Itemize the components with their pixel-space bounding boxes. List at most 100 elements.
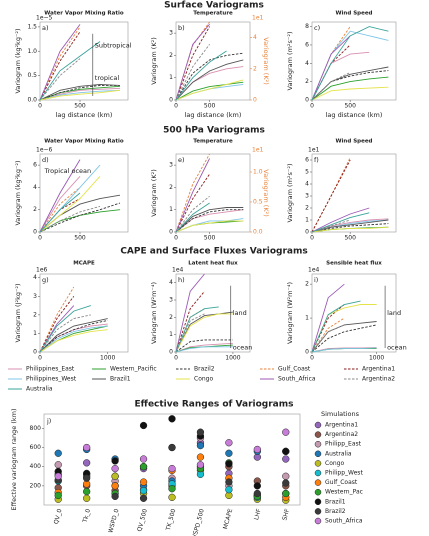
legend-marker bbox=[314, 460, 322, 467]
axis-scale: 1e4 bbox=[172, 267, 184, 274]
y-tick-label: 0 bbox=[33, 229, 37, 236]
plot-frame bbox=[311, 273, 397, 353]
y-tick-label: 4 bbox=[305, 181, 309, 188]
variogram-line bbox=[311, 30, 389, 101]
variogram-line bbox=[311, 324, 377, 353]
variogram-line bbox=[39, 89, 121, 101]
range-point bbox=[168, 443, 176, 452]
axis-scale: 1e−5 bbox=[36, 15, 53, 22]
y2-tick-label: 2 bbox=[253, 65, 257, 72]
plot-frame bbox=[175, 21, 251, 101]
plot-frame bbox=[175, 153, 251, 233]
legend-label: Gulf_Coast bbox=[325, 479, 358, 486]
x-tick-label: SHF bbox=[281, 508, 291, 522]
variogram-line bbox=[311, 304, 345, 353]
x-tick-label: 0 bbox=[310, 235, 314, 242]
range-point bbox=[83, 474, 91, 482]
y-tick-label: 0 bbox=[33, 349, 37, 356]
y-tick-label: 0 bbox=[169, 349, 173, 356]
axis-scale: 1e1 bbox=[308, 147, 320, 154]
x-tick-label: 1000 bbox=[100, 355, 115, 362]
legend-label: South_Africa bbox=[278, 376, 316, 383]
variogram-line bbox=[39, 83, 121, 101]
variogram-line bbox=[311, 72, 351, 101]
range-point bbox=[83, 494, 91, 502]
y-tick-label: 600 bbox=[30, 444, 42, 451]
legend-marker bbox=[314, 450, 322, 458]
variogram-line bbox=[175, 291, 205, 353]
variogram-line bbox=[311, 159, 351, 233]
range-point bbox=[196, 453, 205, 461]
variogram-line bbox=[311, 35, 351, 101]
variogram-line bbox=[175, 273, 205, 353]
variogram-line bbox=[39, 41, 101, 101]
range-point bbox=[282, 447, 290, 456]
variogram-line bbox=[175, 339, 233, 353]
variogram-line bbox=[175, 153, 210, 233]
x-tick-label: 0 bbox=[310, 103, 314, 110]
variogram-line bbox=[39, 329, 108, 353]
plot-frame bbox=[39, 153, 129, 233]
y2-axis-scale: 1e1 bbox=[252, 147, 264, 154]
range-point bbox=[282, 472, 290, 480]
variogram-line bbox=[311, 26, 389, 101]
y-tick-label: 2 bbox=[305, 281, 309, 288]
variogram-line bbox=[39, 58, 81, 101]
plot-frame bbox=[311, 21, 397, 101]
range-point bbox=[83, 443, 91, 452]
variogram-line bbox=[311, 226, 389, 233]
legend-label: Argentina1 bbox=[362, 366, 395, 373]
panel-title: Latent heat flux bbox=[188, 261, 238, 267]
range-point bbox=[111, 464, 119, 473]
variogram-line bbox=[39, 24, 81, 101]
range-point bbox=[168, 415, 176, 423]
variogram-line bbox=[175, 306, 219, 353]
legend-title: Simulations bbox=[321, 410, 360, 418]
variogram-line bbox=[39, 187, 81, 233]
range-point bbox=[83, 459, 91, 467]
x-tick-label: 0 bbox=[174, 103, 178, 110]
variogram-line bbox=[175, 311, 233, 353]
range-point bbox=[139, 494, 148, 502]
annotation: Tropical ocean bbox=[44, 167, 92, 175]
range-point bbox=[54, 449, 62, 457]
range-point bbox=[139, 421, 148, 430]
y-axis-label: Effective variogram range (km) bbox=[10, 408, 18, 510]
x-tick-label: WSPD_0 bbox=[107, 508, 120, 534]
y-tick-label: 1.5 bbox=[27, 23, 37, 30]
variogram-line bbox=[175, 50, 227, 101]
y-axis-label: Variogram (J²kg⁻²) bbox=[14, 283, 22, 342]
y-tick-label: 0 bbox=[305, 97, 309, 104]
y-tick-label: 0 bbox=[169, 229, 173, 236]
y2-tick-label: 0 bbox=[253, 97, 257, 104]
legend-label: Australia bbox=[325, 450, 352, 457]
x-tick-label: TK_500 bbox=[165, 508, 178, 532]
range-point bbox=[111, 482, 119, 490]
legend-marker bbox=[314, 479, 322, 486]
range-point bbox=[139, 455, 148, 463]
range-point bbox=[282, 455, 290, 463]
variogram-line bbox=[39, 31, 81, 101]
range-point bbox=[139, 478, 148, 486]
variogram-line bbox=[175, 220, 244, 233]
x-tick-label: 0 bbox=[38, 103, 42, 110]
y-tick-label: 0.5 bbox=[27, 72, 37, 79]
variogram-line bbox=[311, 51, 370, 101]
legend-label: Philipp_West bbox=[325, 470, 363, 477]
variogram-line bbox=[175, 158, 211, 233]
y-tick-label: 4 bbox=[33, 184, 37, 191]
panel-title: Wind Speed bbox=[335, 11, 372, 17]
variogram-line bbox=[311, 300, 361, 353]
y-tick-label: 6 bbox=[33, 162, 37, 169]
y2-axis-label: Variogram (K²) bbox=[262, 169, 270, 217]
variogram-line bbox=[39, 205, 101, 233]
legend-marker bbox=[314, 469, 322, 477]
legend-marker bbox=[314, 421, 322, 429]
range-point bbox=[139, 463, 148, 471]
y-tick-label: 0 bbox=[305, 229, 309, 236]
panel-title: Water Vapor Mixing Ratio bbox=[44, 139, 124, 145]
panel-title: Water Vapor Mixing Ratio bbox=[44, 11, 124, 17]
range-point bbox=[253, 489, 261, 498]
plot-frame bbox=[311, 153, 397, 233]
panel-label: g) bbox=[42, 276, 49, 284]
